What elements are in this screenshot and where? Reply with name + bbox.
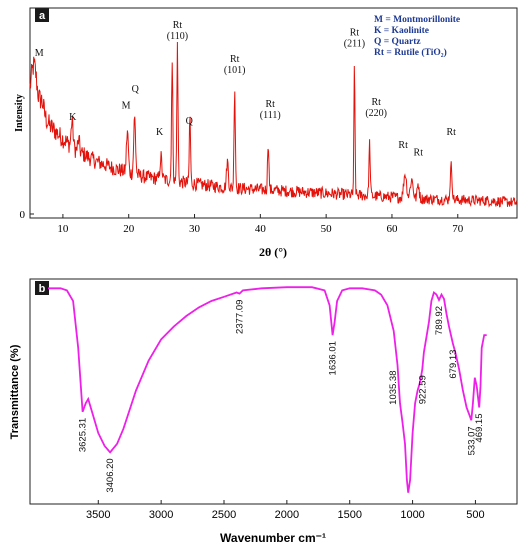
ftir-spectrum-line [48, 286, 487, 493]
panel-a-letter: a [39, 10, 46, 22]
xrd-peak-annotation: Rt(220) [365, 97, 387, 119]
panel-b-tag: b [35, 281, 49, 295]
xrd-annotation-text: (211) [344, 39, 365, 50]
ftir-panel: b 3500 3000 2500 2000 1500 1000 500 3625.31 340… [9, 278, 518, 545]
xrd-annotation-text: (220) [365, 108, 387, 119]
xrd-plot-frame [29, 7, 518, 219]
ftir-peak-label: 1035.38 [388, 371, 399, 405]
xrd-peak-annotation: Rt(211) [344, 28, 365, 50]
ftir-x-tick-label: 3500 [86, 509, 110, 521]
xrd-annotation-text: Q [186, 116, 194, 127]
xrd-peak-annotation: Rt(111) [260, 99, 281, 121]
xrd-annotation-text: K [69, 112, 77, 123]
xrd-peak-annotations: MKMQKRt(110)QRt(101)Rt(111)Rt(211)Rt(220… [35, 20, 456, 159]
xrd-annotation-text: M [35, 48, 44, 59]
xrd-annotation-text: Rt [350, 28, 360, 39]
ftir-peak-label: 3625.31 [78, 418, 89, 452]
xrd-annotation-text: (110) [167, 31, 188, 42]
xrd-legend-entry: Rt = Rutile (TiO₂) [374, 47, 447, 58]
ftir-x-ticks: 3500 3000 2500 2000 1500 1000 500 [86, 500, 485, 521]
xrd-peak-annotation: Rt(101) [224, 54, 246, 76]
xrd-x-tick-label: 10 [57, 223, 69, 235]
xrd-peak-annotation: Rt [446, 127, 456, 138]
xrd-x-tick-label: 50 [321, 223, 333, 235]
xrd-annotation-text: Rt [446, 127, 456, 138]
xrd-x-tick-label: 40 [255, 223, 267, 235]
xrd-legend-entry: M = Montmorillonite [374, 15, 460, 25]
ftir-peak-label: 679.13 [448, 350, 459, 379]
xrd-x-tick-label: 70 [452, 223, 464, 235]
xrd-legend-entry: K = Kaolinite [374, 26, 429, 36]
ftir-peak-label: 1636.01 [328, 341, 339, 375]
xrd-annotation-text: Rt [371, 97, 381, 108]
xrd-peak-annotation: M [35, 48, 44, 59]
xrd-x-tick-label: 20 [123, 223, 135, 235]
ftir-peak-label: 469.15 [474, 414, 485, 443]
xrd-x-axis-label: 2θ (°) [259, 245, 287, 259]
ftir-peak-label: 3406.20 [105, 458, 116, 492]
ftir-peak-label: 789.92 [434, 306, 445, 335]
panel-a-tag: a [35, 8, 49, 22]
xrd-annotation-text: M [122, 101, 131, 112]
xrd-x-ticks: 10 20 30 40 50 60 70 [57, 214, 464, 235]
xrd-y-axis-label: Intensity [14, 94, 25, 132]
panel-b-letter: b [39, 283, 46, 295]
xrd-peak-annotation: M [122, 101, 131, 112]
xrd-pattern-line [29, 41, 518, 208]
xrd-peak-annotation: Q [186, 116, 194, 127]
xrd-x-tick-label: 30 [189, 223, 201, 235]
ftir-x-tick-label: 1500 [337, 509, 361, 521]
xrd-peak-annotation: Q [132, 84, 140, 95]
xrd-annotation-text: Rt [398, 140, 408, 151]
ftir-x-tick-label: 1000 [400, 509, 424, 521]
xrd-peak-annotation: K [156, 127, 164, 138]
ftir-peak-labels: 3625.31 3406.20 2377.09 1636.01 1035.38 922.5… [78, 300, 486, 493]
xrd-peak-annotation: Rt [398, 140, 408, 151]
ftir-peak-label: 922.59 [417, 375, 428, 404]
xrd-annotation-text: (111) [260, 110, 281, 121]
ftir-x-axis-label: Wavenumber cm⁻¹ [220, 531, 326, 545]
xrd-annotation-text: Rt [265, 99, 275, 110]
xrd-legend-entry: Q = Quartz [374, 37, 421, 47]
xrd-annotation-text: Rt [173, 20, 183, 31]
ftir-x-tick-label: 500 [466, 509, 484, 521]
xrd-peak-annotation: Rt [414, 148, 424, 159]
xrd-y-ticks: 0 [20, 209, 34, 221]
ftir-plot-frame [29, 278, 518, 505]
ftir-peak-label: 533.07 [466, 426, 477, 455]
xrd-annotation-text: K [156, 127, 164, 138]
xrd-y-tick-label: 0 [20, 209, 26, 221]
xrd-annotation-text: Rt [414, 148, 424, 159]
ftir-x-tick-label: 2500 [212, 509, 236, 521]
xrd-x-tick-label: 60 [386, 223, 398, 235]
xrd-annotation-text: Q [132, 84, 140, 95]
xrd-panel: a 10 20 30 40 50 60 70 0 MKMQKRt(110)QRt(101)R… [14, 7, 518, 259]
ftir-y-axis-label: Transmittance (%) [9, 344, 21, 439]
ftir-x-tick-label: 2000 [275, 509, 299, 521]
xrd-annotation-text: (101) [224, 65, 246, 76]
xrd-peak-annotation: K [69, 112, 77, 123]
xrd-annotation-text: Rt [230, 54, 240, 65]
ftir-peak-label: 2377.09 [235, 300, 246, 334]
xrd-peak-annotation: Rt(110) [167, 20, 188, 42]
ftir-x-tick-label: 3000 [149, 509, 173, 521]
